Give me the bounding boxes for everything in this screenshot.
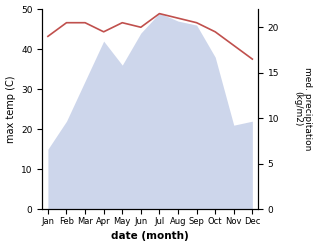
Y-axis label: med. precipitation
(kg/m2): med. precipitation (kg/m2) xyxy=(293,67,313,151)
Y-axis label: max temp (C): max temp (C) xyxy=(5,75,16,143)
X-axis label: date (month): date (month) xyxy=(111,231,189,242)
